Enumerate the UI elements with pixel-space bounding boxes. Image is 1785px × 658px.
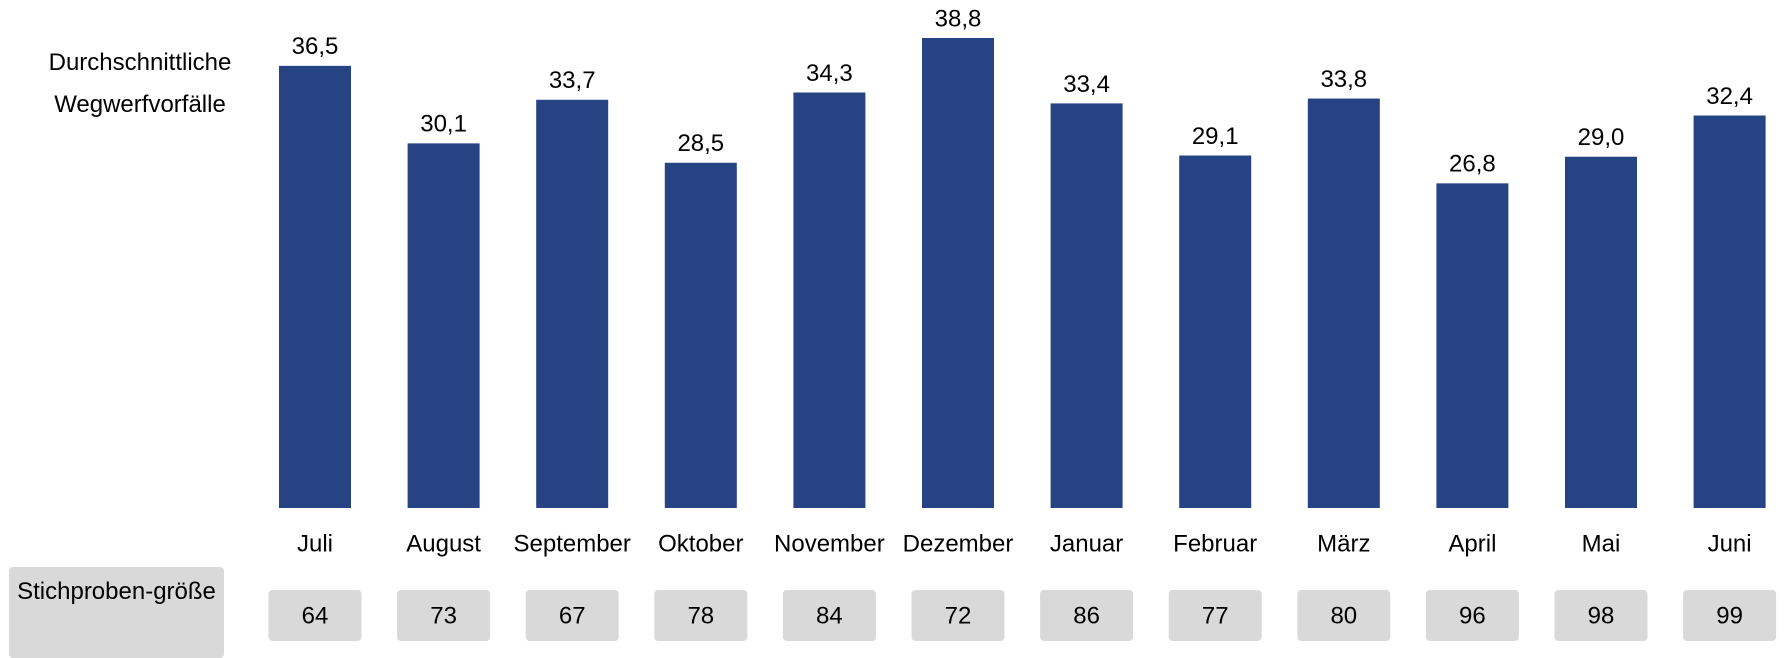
x-tick-label: April xyxy=(1448,530,1496,557)
value-label: 29,0 xyxy=(1578,124,1625,151)
value-label: 33,7 xyxy=(549,67,596,94)
sample-size: 99 xyxy=(1716,602,1743,629)
x-tick-label: Februar xyxy=(1173,530,1257,557)
bar xyxy=(1693,115,1766,509)
sample-size: 77 xyxy=(1202,602,1229,629)
sample-label-box xyxy=(9,567,224,658)
value-label: 30,1 xyxy=(420,111,467,138)
sample-size: 64 xyxy=(302,602,329,629)
sample-size: 96 xyxy=(1459,602,1486,629)
sample-size: 73 xyxy=(430,602,457,629)
sample-size-box xyxy=(525,590,619,641)
value-label: 33,8 xyxy=(1320,66,1367,93)
x-tick-label: Januar xyxy=(1050,530,1123,557)
sample-size: 98 xyxy=(1588,602,1615,629)
sample-size-box xyxy=(1425,590,1519,641)
bar xyxy=(922,38,994,508)
sample-size: 78 xyxy=(687,602,714,629)
value-label: 32,4 xyxy=(1706,83,1753,110)
value-label: 34,3 xyxy=(806,60,853,87)
sample-size-box xyxy=(397,590,491,641)
x-tick-label: Mai xyxy=(1582,530,1621,557)
sample-size-box xyxy=(1168,590,1262,641)
bar xyxy=(1436,183,1509,508)
sample-size-box xyxy=(1040,590,1134,641)
x-tick-label: Dezember xyxy=(903,530,1014,557)
bar xyxy=(664,162,737,508)
x-tick-label: September xyxy=(513,530,630,557)
sample-size: 86 xyxy=(1073,602,1100,629)
bar xyxy=(1565,156,1637,508)
value-label: 36,5 xyxy=(292,33,339,60)
bar xyxy=(1307,98,1380,508)
sample-size-box xyxy=(268,590,362,641)
bar xyxy=(279,65,351,508)
x-tick-label: März xyxy=(1317,530,1370,557)
sample-size: 80 xyxy=(1330,602,1357,629)
x-tick-label: August xyxy=(406,530,481,557)
sample-size-box xyxy=(1554,590,1648,641)
x-tick-label: Juni xyxy=(1708,530,1752,557)
y-axis-label: Durchschnittliche Wegwerfvorfälle xyxy=(48,49,232,118)
x-tick-label: Juli xyxy=(297,530,333,557)
sample-size-box xyxy=(1683,590,1777,641)
bar xyxy=(1179,155,1252,508)
sample-size-box xyxy=(1297,590,1391,641)
sample-size: 72 xyxy=(945,602,972,629)
value-label: 26,8 xyxy=(1449,151,1496,178)
bar xyxy=(536,99,609,508)
x-tick-label: November xyxy=(774,530,885,557)
sample-size-box xyxy=(782,590,876,641)
sample-size: 67 xyxy=(559,602,586,629)
value-label: 28,5 xyxy=(677,130,724,157)
x-tick-label: Oktober xyxy=(658,530,743,557)
bar xyxy=(407,143,480,508)
bar xyxy=(1050,103,1123,509)
value-label: 38,8 xyxy=(935,5,982,32)
sample-size-label: Stichproben-größe xyxy=(17,578,216,605)
value-label: 29,1 xyxy=(1192,123,1239,150)
bar xyxy=(793,92,866,508)
value-label: 33,4 xyxy=(1063,71,1110,98)
sample-size-box xyxy=(911,590,1005,641)
sample-size-box xyxy=(654,590,748,641)
sample-size: 84 xyxy=(816,602,843,629)
